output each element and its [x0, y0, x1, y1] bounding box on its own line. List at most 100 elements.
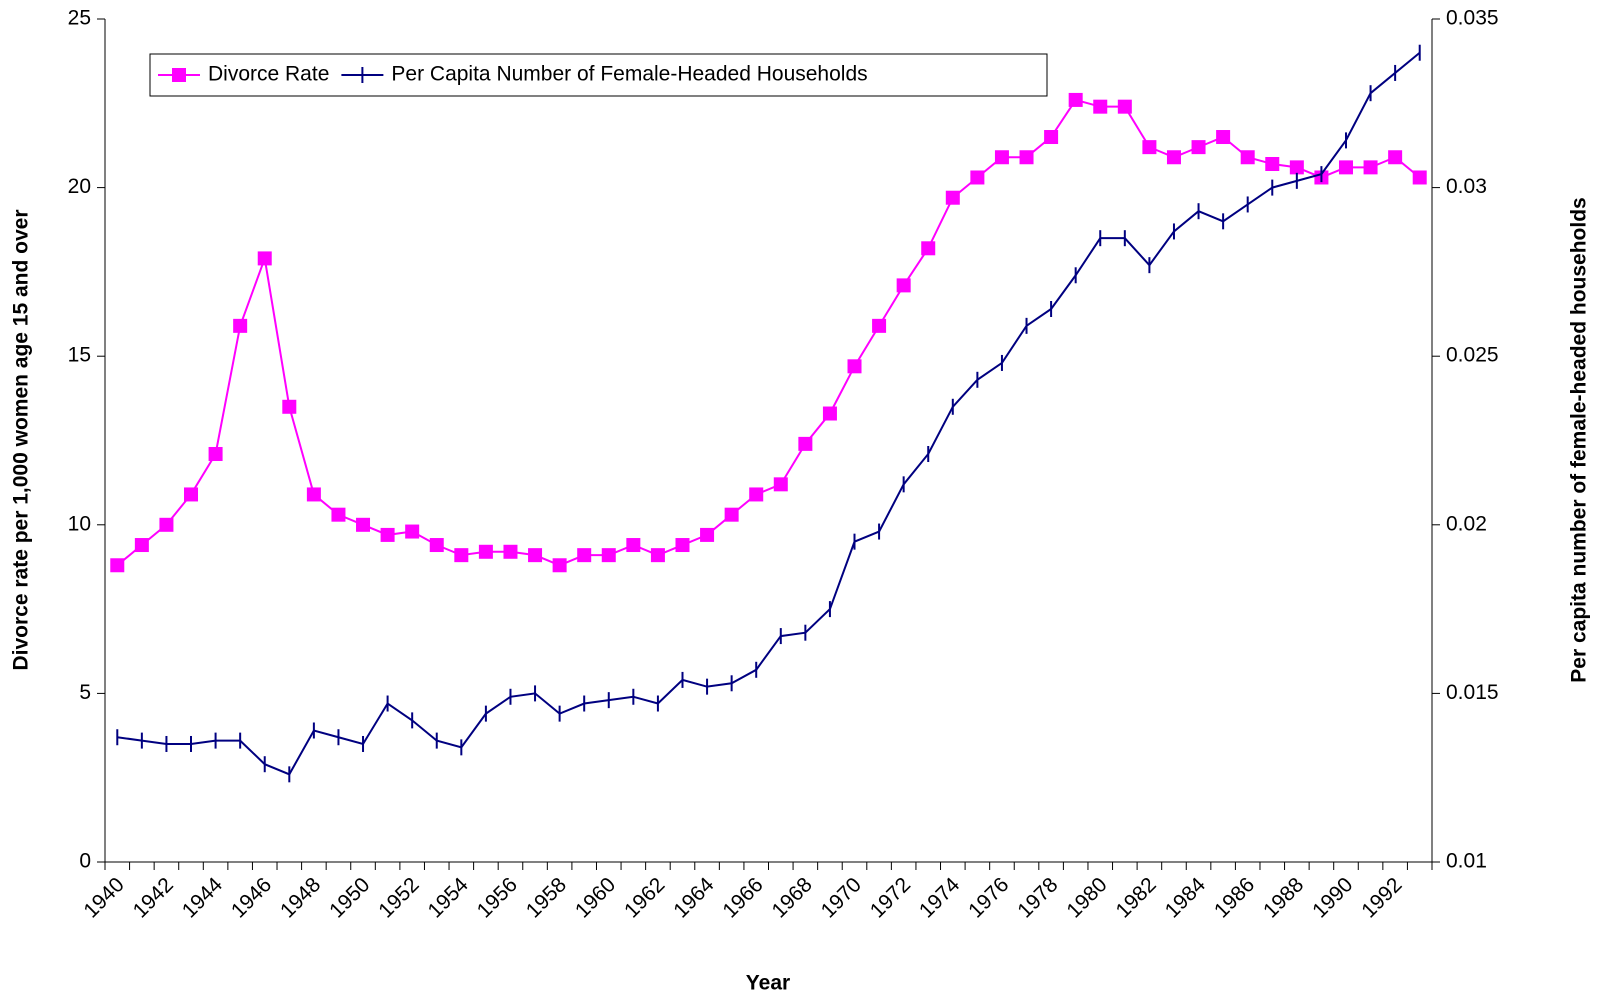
marker	[405, 524, 420, 539]
marker	[356, 517, 371, 532]
marker	[1166, 150, 1181, 165]
x-tick-label: 1986	[1210, 873, 1259, 922]
x-tick-label: 1990	[1308, 873, 1357, 922]
marker	[331, 507, 346, 522]
marker	[1265, 156, 1280, 171]
y-tick-label: 5	[79, 681, 91, 704]
y-tick-label: 15	[68, 344, 91, 367]
x-tick-label: 1976	[964, 873, 1013, 922]
marker	[380, 527, 395, 542]
marker	[626, 538, 641, 553]
y-axis-title: Divorce rate per 1,000 women age 15 and …	[10, 209, 33, 670]
marker	[208, 446, 223, 461]
x-axis-title: Year	[746, 972, 790, 995]
marker	[970, 170, 985, 185]
marker	[503, 544, 518, 559]
marker	[921, 241, 936, 256]
series-line	[117, 51, 1421, 776]
marker	[1338, 160, 1353, 175]
marker	[1191, 140, 1206, 155]
marker	[478, 544, 493, 559]
y2-tick-label: 0.01	[1446, 850, 1487, 873]
marker	[306, 487, 321, 502]
y-tick-label: 10	[68, 512, 91, 535]
marker	[675, 538, 690, 553]
x-tick-label: 1980	[1062, 873, 1111, 922]
y2-tick-label: 0.025	[1446, 344, 1499, 367]
x-tick-label: 1964	[669, 873, 719, 923]
marker	[454, 548, 469, 563]
marker	[872, 318, 887, 333]
x-tick-label: 1982	[1112, 873, 1161, 922]
marker	[1093, 99, 1108, 114]
marker	[994, 150, 1009, 165]
marker	[110, 558, 125, 573]
x-tick-label: 1948	[276, 873, 325, 922]
x-tick-label: 1962	[620, 873, 669, 922]
x-tick-label: 1946	[227, 873, 276, 922]
marker	[184, 487, 199, 502]
x-tick-label: 1984	[1161, 873, 1211, 923]
x-tick-label: 1944	[178, 873, 228, 923]
x-tick-label: 1978	[1013, 873, 1062, 922]
legend: Divorce Rate Per Capita Number of Female-…	[149, 53, 1048, 97]
y2-tick-label: 0.03	[1446, 175, 1487, 198]
x-tick-label: 1988	[1259, 873, 1308, 922]
y2-tick-label: 0.015	[1446, 681, 1499, 704]
y2-axis-title: Per capita number of female-headed house…	[1568, 197, 1591, 682]
marker	[1216, 130, 1231, 145]
marker	[1068, 92, 1083, 107]
legend-box	[149, 53, 1048, 97]
marker	[773, 477, 788, 492]
marker	[847, 359, 862, 374]
marker	[1289, 160, 1304, 175]
marker	[896, 278, 911, 293]
marker	[822, 406, 837, 421]
marker	[257, 251, 272, 266]
y-tick-label: 20	[68, 175, 91, 198]
marker	[282, 399, 297, 414]
x-tick-label: 1966	[718, 873, 767, 922]
x-tick-label: 1974	[915, 873, 965, 923]
marker	[528, 548, 543, 563]
y2-tick-label: 0.035	[1446, 7, 1499, 30]
x-tick-label: 1968	[768, 873, 817, 922]
x-tick-label: 1942	[129, 873, 178, 922]
y-tick-label: 25	[68, 7, 91, 30]
marker	[798, 436, 813, 451]
x-tick-label: 1950	[325, 873, 374, 922]
legend-label: Per Capita Number of Female-Headed House…	[391, 63, 867, 86]
marker	[172, 68, 186, 82]
marker	[552, 558, 567, 573]
x-tick-label: 1992	[1357, 873, 1406, 922]
marker	[700, 527, 715, 542]
marker	[945, 190, 960, 205]
x-tick-label: 1952	[374, 873, 423, 922]
marker	[134, 538, 149, 553]
marker	[749, 487, 764, 502]
x-tick-label: 1958	[522, 873, 571, 922]
x-tick-label: 1960	[571, 873, 620, 922]
y2-tick-label: 0.02	[1446, 512, 1487, 535]
x-tick-label: 1940	[79, 873, 128, 922]
marker	[1363, 160, 1378, 175]
marker	[724, 507, 739, 522]
marker	[233, 318, 248, 333]
marker	[1388, 150, 1403, 165]
marker	[1019, 150, 1034, 165]
x-tick-label: 1954	[423, 873, 473, 923]
x-tick-label: 1972	[866, 873, 915, 922]
marker	[1240, 150, 1255, 165]
marker	[1412, 170, 1427, 185]
x-tick-label: 1970	[817, 873, 866, 922]
marker	[159, 517, 174, 532]
marker	[1117, 99, 1132, 114]
marker	[1142, 140, 1157, 155]
marker	[650, 548, 665, 563]
marker	[601, 548, 616, 563]
marker	[577, 548, 592, 563]
marker	[429, 538, 444, 553]
x-tick-label: 1956	[473, 873, 522, 922]
